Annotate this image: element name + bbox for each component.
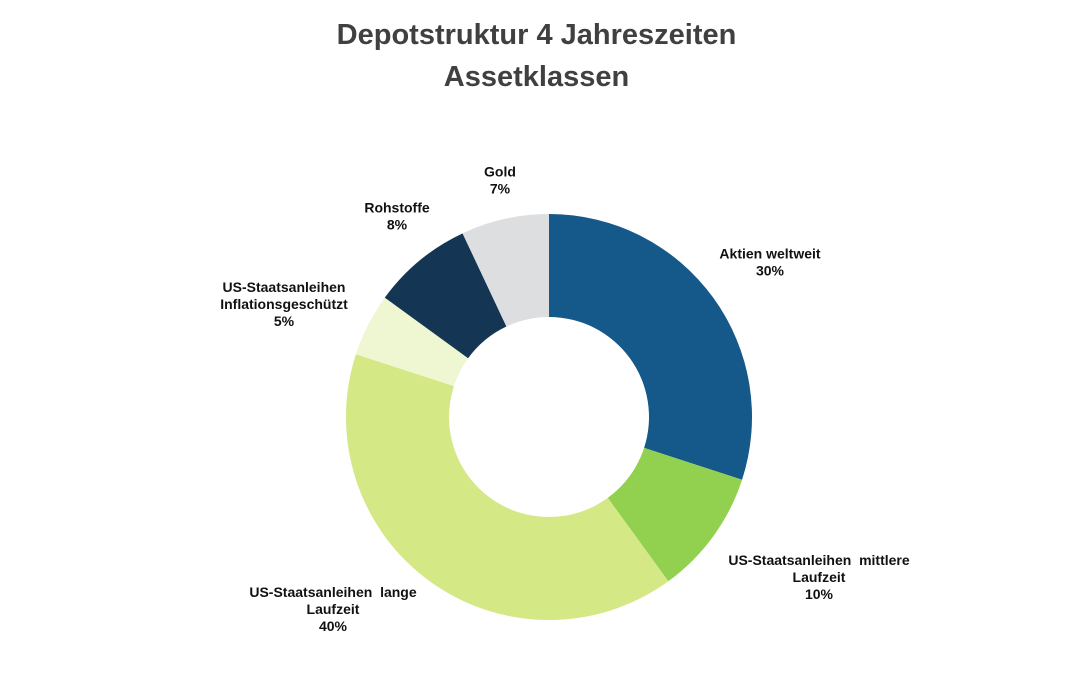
slice-name-line: Gold xyxy=(484,164,516,180)
slice-label-us-staatsanleihen-lange-laufzeit: US-Staatsanleihen lange Laufzeit 40% xyxy=(249,584,416,634)
slice-gold xyxy=(462,214,549,327)
slice-us-staatsanleihen-lange-laufzeit xyxy=(345,354,669,621)
slice-name-line: US-Staatsanleihen xyxy=(223,279,346,295)
slice-label-gold: Gold 7% xyxy=(484,164,516,197)
chart-title-line-1: Depotstruktur 4 Jahreszeiten xyxy=(336,19,737,51)
slice-name-line: Laufzeit xyxy=(307,601,360,617)
slice-name-line: Inflationsgeschützt xyxy=(220,296,348,312)
slice-value-label: 30% xyxy=(756,263,785,279)
slice-value-label: 7% xyxy=(490,181,511,197)
slice-label-aktien-weltweit: Aktien weltweit 30% xyxy=(719,246,820,279)
slice-label-rohstoffe: Rohstoffe 8% xyxy=(364,200,430,233)
slice-value-label: 40% xyxy=(319,618,348,634)
slice-name-line: US-Staatsanleihen lange xyxy=(249,584,416,600)
slice-value-label: 8% xyxy=(387,217,408,233)
slice-label-us-staatsanleihen-inflationsgeschuetzt: US-Staatsanleihen Inflationsgeschützt 5% xyxy=(220,279,348,329)
slice-us-staatsanleihen-inflationsgeschuetzt xyxy=(355,297,469,387)
slice-value-label: 5% xyxy=(274,313,295,329)
slice-label-us-staatsanleihen-mittlere-laufzeit: US-Staatsanleihen mittlere Laufzeit 10% xyxy=(728,552,909,602)
slice-name-line: US-Staatsanleihen mittlere xyxy=(728,552,909,568)
slice-name-line: Rohstoffe xyxy=(364,200,430,216)
chart-title-line-2: Assetklassen xyxy=(443,61,630,93)
doughnut-slices xyxy=(345,214,752,621)
slice-rohstoffe xyxy=(384,233,507,359)
slice-us-staatsanleihen-mittlere-laufzeit xyxy=(607,447,743,582)
slice-value-label: 10% xyxy=(805,586,834,602)
slice-labels: Aktien weltweit 30% US-Staatsanleihen mitt… xyxy=(220,164,910,635)
slice-name-line: Laufzeit xyxy=(793,569,846,585)
slice-name-line: Aktien weltweit xyxy=(719,246,820,262)
slice-aktien-weltweit xyxy=(549,214,752,480)
chart-title: Depotstruktur 4 Jahreszeiten Assetklasse… xyxy=(0,14,1073,98)
